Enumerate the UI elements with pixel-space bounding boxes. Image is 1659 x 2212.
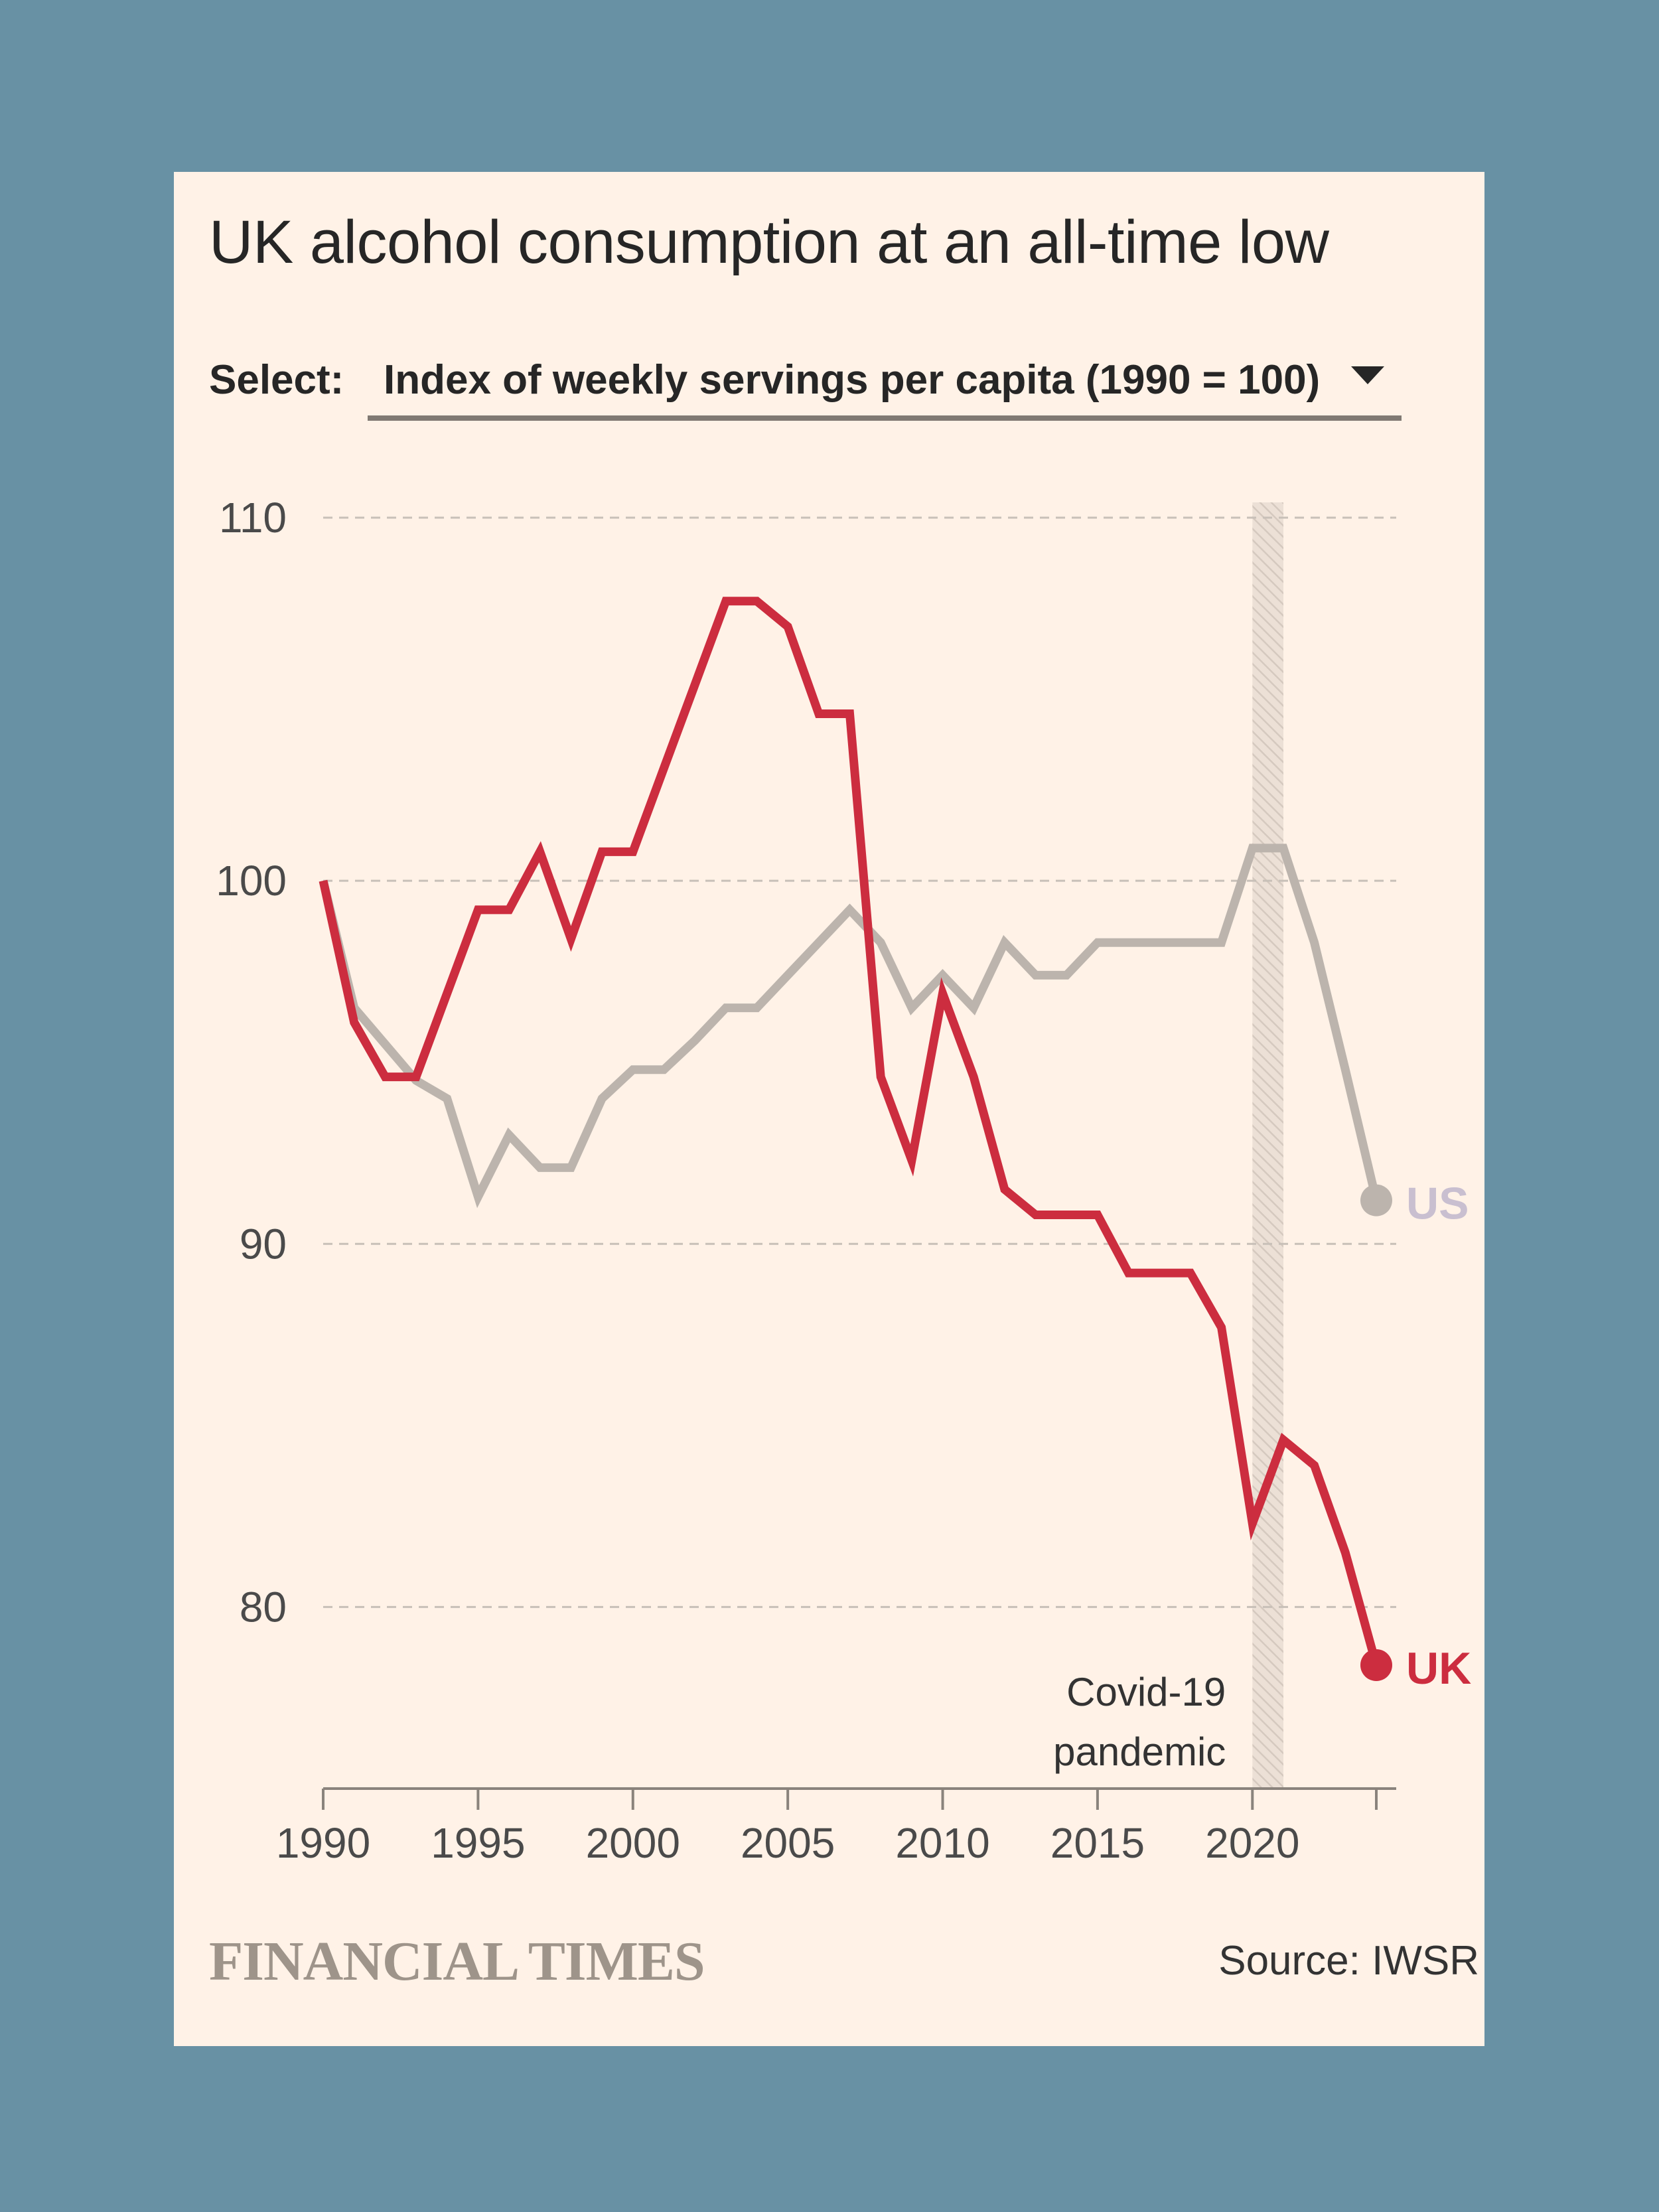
chart-card: UK alcohol consumption at an all-time lo… xyxy=(174,172,1484,2046)
y-tick-label: 100 xyxy=(216,857,287,905)
y-tick-label: 110 xyxy=(219,494,287,542)
chevron-down-icon xyxy=(1351,366,1384,384)
ft-logo: FINANCIAL TIMES xyxy=(209,1931,705,1992)
x-tick-label: 1990 xyxy=(276,1819,370,1867)
series-label-uk: UK xyxy=(1406,1643,1471,1694)
series-line-us xyxy=(319,844,1381,1209)
metric-dropdown[interactable]: Index of weekly servings per capita (199… xyxy=(368,346,1402,421)
x-tick-label: 2015 xyxy=(1050,1819,1145,1867)
x-tick-label: 2020 xyxy=(1205,1819,1299,1867)
covid-band xyxy=(1252,502,1283,1789)
y-tick-label: 90 xyxy=(240,1220,287,1268)
select-label: Select: xyxy=(209,357,344,403)
covid-band-label: pandemic xyxy=(1053,1730,1226,1774)
series-end-marker-uk xyxy=(1360,1649,1392,1681)
series-end-marker-us xyxy=(1360,1184,1392,1217)
metric-dropdown-value: Index of weekly servings per capita (199… xyxy=(384,357,1321,403)
metric-selector-row: Select: Index of weekly servings per cap… xyxy=(209,356,1457,436)
x-tick-label: 1995 xyxy=(431,1819,525,1867)
series-label-us: US xyxy=(1406,1179,1469,1229)
chart-title: UK alcohol consumption at an all-time lo… xyxy=(209,208,1329,276)
y-tick-label: 80 xyxy=(240,1583,287,1631)
x-tick-label: 2000 xyxy=(586,1819,680,1867)
source-note: Source: IWSR xyxy=(1218,1938,1479,1984)
series-line-uk xyxy=(319,597,1381,1666)
x-tick-label: 2010 xyxy=(895,1819,989,1867)
covid-band-label: Covid-19 xyxy=(1066,1670,1226,1714)
x-tick-label: 2005 xyxy=(741,1819,835,1867)
